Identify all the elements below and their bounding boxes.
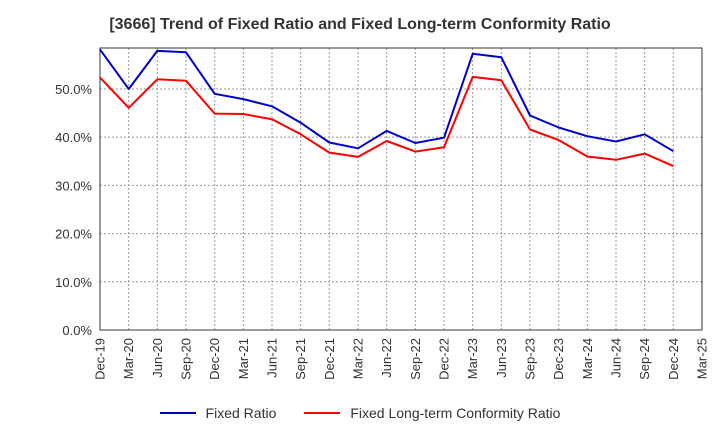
y-tick-label: 40.0%	[55, 130, 92, 145]
x-tick-label: Jun-22	[379, 338, 394, 378]
plot-frame	[99, 47, 703, 331]
y-tick-label: 30.0%	[55, 178, 92, 193]
x-tick-label: Mar-20	[121, 338, 136, 379]
legend-item-fixed-long-term-conformity-ratio: Fixed Long-term Conformity Ratio	[304, 405, 560, 421]
y-tick-label: 50.0%	[55, 82, 92, 97]
x-tick-label: Sep-21	[293, 338, 308, 380]
x-tick-label: Sep-22	[408, 338, 423, 380]
legend-label-fixed-long-term-conformity-ratio: Fixed Long-term Conformity Ratio	[350, 405, 561, 421]
legend-label-fixed-ratio: Fixed Ratio	[205, 405, 277, 421]
x-tick-label: Mar-25	[695, 338, 710, 379]
legend-swatch-fixed-long-term-conformity-ratio	[304, 412, 341, 414]
x-tick-label: Jun-24	[609, 338, 624, 378]
legend-swatch-fixed-ratio	[159, 412, 196, 414]
legend: Fixed Ratio Fixed Long-term Conformity R…	[0, 405, 720, 421]
y-tick-label: 0.0%	[62, 323, 92, 338]
x-tick-label: Mar-23	[465, 338, 480, 379]
y-tick-label: 20.0%	[55, 227, 92, 242]
x-tick-label: Jun-23	[494, 338, 509, 378]
x-tick-label: Jun-21	[265, 338, 280, 378]
x-tick-label: Dec-23	[551, 338, 566, 380]
series-line-fixed-ratio	[99, 48, 674, 153]
y-tick-label: 10.0%	[55, 275, 92, 290]
x-tick-label: Dec-22	[437, 338, 452, 380]
legend-item-fixed-ratio: Fixed Ratio	[159, 405, 277, 421]
x-tick-label: Mar-21	[236, 338, 251, 379]
chart-title: [3666] Trend of Fixed Ratio and Fixed Lo…	[109, 16, 611, 33]
x-tick-label: Sep-24	[637, 338, 652, 380]
x-tick-label: Dec-21	[322, 338, 337, 380]
x-tick-label: Dec-24	[666, 338, 681, 380]
x-tick-label: Jun-20	[150, 338, 165, 378]
series-line-fixed-long-term-conformity-ratio	[99, 75, 674, 168]
x-tick-label: Sep-20	[179, 338, 194, 380]
x-tick-label: Mar-24	[580, 338, 595, 379]
x-tick-label: Dec-19	[93, 338, 108, 380]
x-tick-label: Mar-22	[351, 338, 366, 379]
x-tick-label: Sep-23	[523, 338, 538, 380]
x-tick-label: Dec-20	[207, 338, 222, 380]
